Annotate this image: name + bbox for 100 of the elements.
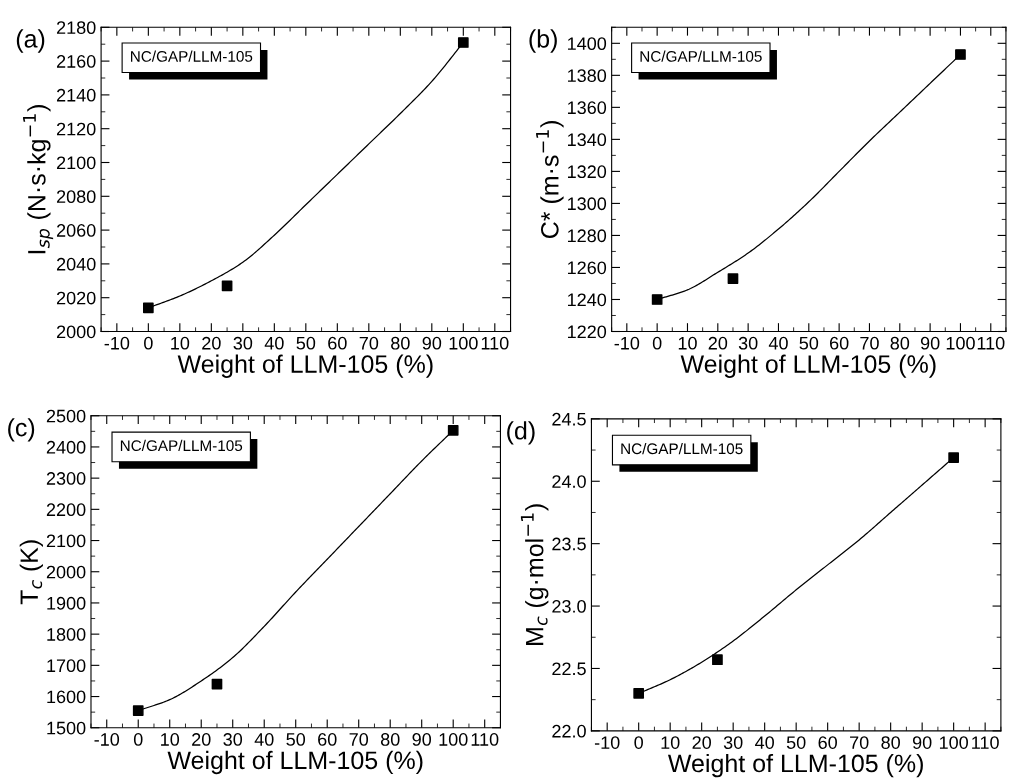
y-axis-title: M$_{c}$ (g·mol$^{−1}$)	[520, 504, 549, 645]
x-tick-label: 60	[830, 336, 849, 350]
x-tick-label: 50	[286, 733, 306, 746]
x-tick-label: 20	[708, 336, 728, 350]
x-tick-label: 70	[359, 336, 379, 350]
x-tick-label: 70	[860, 336, 879, 350]
x-tick-label: 10	[161, 733, 180, 746]
x-tick-label: 110	[977, 336, 1005, 350]
y-tick-label: 1700	[47, 659, 86, 673]
x-axis-title: Weight of LLM-105 (%)	[667, 753, 923, 778]
y-tick-label: 23.5	[552, 537, 586, 551]
x-tick-label: 0	[144, 336, 153, 350]
x-tick-label: -10	[94, 733, 120, 746]
x-tick-label: 20	[692, 736, 712, 749]
point	[633, 688, 645, 699]
x-tick-label: 110	[481, 336, 509, 350]
text: (a)	[16, 29, 45, 53]
point	[651, 294, 663, 305]
y-tick-label: 1220	[568, 325, 607, 339]
y-tick-label: 1320	[568, 165, 607, 179]
x-tick-label: 100	[946, 336, 975, 350]
x-tick-label: 0	[652, 336, 662, 350]
y-tick-label: 2300	[46, 472, 86, 485]
y-tick-label: 2120	[56, 122, 96, 136]
y-tick-label: 2040	[56, 257, 96, 271]
y-tick-label: 22.5	[552, 662, 586, 676]
y-tick-label: 2080	[56, 190, 96, 204]
x-tick-label: 0	[634, 736, 643, 749]
text: (c)	[8, 418, 35, 442]
point	[955, 49, 966, 60]
x-tick-label: -10	[104, 336, 130, 350]
x-tick-label: 100	[439, 733, 468, 746]
x-tick-label: 60	[318, 733, 337, 746]
x-tick-label: -10	[594, 736, 620, 749]
y-tick-label: 2400	[46, 440, 86, 454]
x-axis-title: Weight of LLM-105 (%)	[177, 354, 433, 378]
text: (d)	[507, 421, 535, 445]
y-tick-label: 1800	[47, 628, 86, 641]
point	[712, 654, 723, 666]
y-tick-label: 2200	[46, 503, 86, 517]
x-tick-label: 30	[233, 336, 253, 350]
x-tick-label: 50	[786, 736, 806, 749]
y-tick-label: 1340	[568, 133, 607, 147]
y-axis-title: C* (m·s$^{−1}$)	[536, 121, 564, 239]
x-tick-label: 40	[264, 336, 284, 350]
y-tick-label: 1280	[568, 229, 607, 243]
point	[457, 37, 469, 48]
x-tick-label: 80	[380, 733, 400, 746]
x-tick-label: 40	[755, 736, 774, 749]
x-tick-label: 110	[471, 733, 499, 746]
x-tick-label: 60	[328, 336, 347, 350]
x-tick-label: 30	[738, 336, 758, 350]
x-tick-label: 80	[391, 336, 410, 350]
y-tick-label: 2020	[56, 291, 96, 305]
x-tick-label: 90	[422, 336, 442, 350]
x-tick-label: 70	[349, 733, 369, 746]
x-tick-label: 90	[920, 336, 940, 350]
annotation: NC/GAP/LLM-105	[621, 442, 743, 455]
y-tick-label: 1260	[568, 261, 607, 275]
y-tick-label: 1360	[568, 101, 607, 115]
point	[142, 302, 154, 314]
y-tick-label: 1240	[568, 293, 607, 307]
x-tick-label: 10	[171, 336, 190, 350]
y-tick-label: 24.0	[552, 475, 586, 488]
x-tick-label: 40	[768, 336, 788, 350]
x-tick-label: 50	[296, 336, 316, 350]
y-tick-label: 1900	[47, 596, 86, 610]
x-tick-label: 90	[412, 733, 432, 746]
y-tick-label: 2100	[56, 156, 96, 170]
annotation: NC/GAP/LLM-105	[640, 50, 762, 62]
point	[447, 425, 459, 436]
x-tick-label: 70	[850, 736, 869, 749]
x-axis-title: Weight of LLM-105 (%)	[167, 750, 423, 775]
x-tick-label: 0	[133, 733, 143, 746]
y-tick-label: 23.0	[552, 599, 586, 613]
y-tick-label: 2060	[56, 224, 96, 237]
x-tick-label: 90	[912, 736, 932, 749]
y-tick-label: 24.5	[552, 412, 586, 426]
x-tick-label: 110	[972, 736, 999, 749]
y-tick-label: 2180	[56, 21, 96, 35]
y-tick-label: 1380	[568, 69, 607, 83]
y-axis-title: T$_{c}$ (K)	[19, 540, 43, 605]
annotation: NC/GAP/LLM-105	[131, 50, 253, 62]
x-tick-label: 50	[799, 336, 819, 350]
x-tick-label: 40	[254, 733, 274, 746]
y-axis-title: I$_{sp}$ (N·s·kg$^{−1}$)	[23, 105, 54, 254]
x-axis-title: Weight of LLM-105 (%)	[680, 354, 936, 378]
x-tick-label: 10	[678, 336, 697, 350]
text: (b)	[529, 29, 557, 53]
y-tick-label: 2500	[46, 409, 86, 423]
y-tick-label: 22.0	[552, 724, 586, 738]
y-tick-label: 1300	[568, 197, 607, 211]
x-tick-label: 10	[661, 736, 680, 749]
x-tick-label: -10	[614, 336, 640, 350]
x-tick-label: 80	[881, 736, 900, 749]
y-tick-label: 1600	[47, 690, 86, 704]
x-tick-label: 20	[192, 733, 211, 746]
x-tick-label: 30	[723, 736, 743, 749]
y-tick-label: 2000	[46, 565, 86, 579]
point	[727, 273, 739, 285]
